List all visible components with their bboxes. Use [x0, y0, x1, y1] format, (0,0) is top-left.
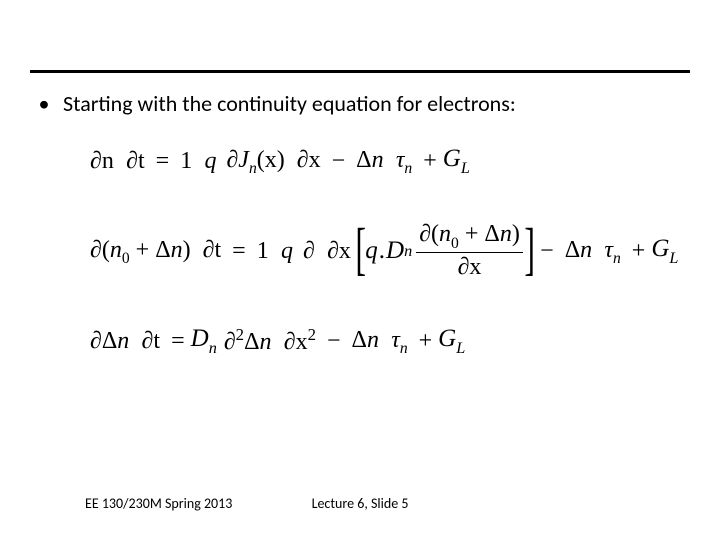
slide: • Starting with the continuity equation … — [0, 0, 720, 540]
eq2-ddx: ∂ ∂x — [300, 237, 354, 265]
eq2-dot: . — [378, 237, 386, 265]
equals-sign: = — [226, 238, 252, 265]
eq2-lhs-n2: n — [171, 237, 183, 263]
eq3-D: D — [191, 325, 209, 352]
minus-sign: − — [534, 238, 560, 265]
eq2-inside-frac: ∂(n0 + Δn) ∂x — [416, 221, 523, 280]
eq3-D-sub: n — [209, 339, 217, 357]
eq3-gl: GL — [438, 325, 465, 357]
footer-center: Lecture 6, Slide 5 — [0, 495, 720, 512]
bullet-line: • Starting with the continuity equation … — [30, 90, 516, 117]
eq3-g: G — [438, 325, 456, 352]
eq2-t3-num-delta: Δ — [565, 237, 580, 263]
eq2-D: D — [386, 237, 404, 265]
eq1-gl: GL — [443, 145, 470, 177]
eq3-t1-partial: ∂ — [224, 329, 236, 355]
eq3-t1-n: n — [260, 329, 272, 355]
eq2-in-close: ) — [512, 221, 520, 247]
eq2-lhs-0: 0 — [122, 250, 130, 267]
eq2-lhs-den: ∂t — [203, 237, 222, 263]
eq2-lhs-n: n — [110, 237, 122, 263]
equation-3: ∂Δn ∂t = Dn ∂2Δn ∂x2 − Δn τn + GL — [85, 310, 665, 372]
eq3-lhs-b: n — [117, 328, 129, 354]
eq3-delta-n-tau: Δn τn — [349, 326, 411, 357]
eq1-lhs-num: ∂n — [90, 148, 114, 174]
eq2-in-den: ∂x — [458, 254, 482, 280]
eq2-in-0: 0 — [451, 235, 459, 252]
eq2-gl: GL — [651, 235, 678, 267]
eq2-inside: q.Dn ∂(n0 + Δn) ∂x — [365, 221, 525, 280]
eq1-t2-den: ∂x — [297, 147, 321, 173]
right-bracket: ] — [524, 226, 535, 272]
minus-sign: − — [326, 148, 352, 175]
title-divider — [30, 70, 690, 73]
eq3-t3-den-sub: n — [400, 340, 408, 357]
eq2-g-sub: L — [669, 249, 678, 267]
eq2-q: q — [365, 237, 378, 265]
eq1-t3-num-delta: Δ — [356, 147, 371, 173]
eq1-g: G — [443, 145, 461, 172]
eq2-t2a-num: ∂ — [303, 238, 315, 264]
eq2-in-n2: n — [500, 221, 512, 247]
equals-sign: = — [150, 148, 176, 175]
eq2-delta-n-tau: Δn τn — [562, 236, 624, 267]
eq2-oneoverq: 1 q — [254, 237, 296, 265]
eq2-D-sub: n — [404, 242, 412, 261]
equation-1: ∂n ∂t = 1 q ∂Jn(x) ∂x − Δn τn — [85, 130, 665, 192]
eq3-t3-num-delta: Δ — [352, 327, 367, 353]
left-bracket: [ — [355, 226, 366, 272]
eq2-t2a-den: ∂x — [327, 238, 351, 264]
eq2-t1-num: 1 — [254, 238, 272, 264]
eq2-g: G — [651, 235, 669, 262]
eq1-t3-num-n: n — [372, 147, 384, 173]
plus-sign: + — [413, 328, 439, 355]
eq3-second-deriv: ∂2Δn ∂x2 — [221, 326, 319, 356]
eq3-t1-sup: 2 — [236, 325, 244, 344]
eq3-dn: Dn — [191, 325, 217, 357]
eq1-t2-num-partial: ∂ — [226, 147, 238, 173]
eq1-oneoverq: 1 q — [177, 147, 219, 175]
eq2-lhs-close: ) — [183, 237, 191, 263]
eq3-g-sub: L — [456, 339, 465, 357]
eq2-in-plus: + Δ — [459, 221, 500, 247]
eq1-t2-num-sub: n — [249, 160, 257, 177]
eq1-djdx: ∂Jn(x) ∂x — [223, 146, 323, 177]
minus-sign: − — [321, 328, 347, 355]
eq1-t2-num-paren: (x) — [257, 147, 285, 173]
plus-sign: + — [626, 238, 652, 265]
eq3-lhs-den: ∂t — [142, 328, 161, 354]
eq1-lhs: ∂n ∂t — [87, 147, 148, 175]
eq2-in-n: n — [439, 221, 451, 247]
eq3-t3-num-n: n — [367, 327, 379, 353]
eq1-t2-num-j: J — [238, 147, 249, 173]
eq1-delta-n-tau: Δn τn — [353, 146, 415, 177]
plus-sign: + — [417, 148, 443, 175]
eq2-t3-num-n: n — [580, 237, 592, 263]
eq3-t1-den-sup: 2 — [308, 325, 316, 344]
bullet-text: Starting with the continuity equation fo… — [63, 90, 516, 117]
eq1-lhs-den: ∂t — [126, 148, 145, 174]
eq2-lhs-open: ∂( — [90, 237, 110, 263]
equations-area: ∂n ∂t = 1 q ∂Jn(x) ∂x − Δn τn — [85, 130, 665, 400]
eq2-lhs-plus: + Δ — [130, 237, 171, 263]
eq1-t1-den: q — [201, 148, 219, 174]
equals-sign: = — [165, 328, 191, 355]
eq2-t3-den-tau: τ — [604, 237, 613, 263]
eq2-in-open: ∂( — [419, 221, 439, 247]
eq2-t3-den-sub: n — [613, 250, 621, 267]
eq2-lhs: ∂(n0 + Δn) ∂t — [87, 236, 224, 267]
equation-2: ∂(n0 + Δn) ∂t = 1 q ∂ ∂x [ q.Dn — [85, 220, 665, 282]
eq3-t1-delta: Δ — [244, 329, 259, 355]
eq1-g-sub: L — [461, 159, 470, 177]
eq1-t3-den-sub: n — [404, 160, 412, 177]
eq1-t1-num: 1 — [177, 148, 195, 174]
eq3-lhs-a: ∂Δ — [90, 328, 117, 354]
eq2-t1-den: q — [278, 238, 296, 264]
eq3-lhs: ∂Δn ∂t — [87, 327, 163, 355]
bullet-marker: • — [30, 90, 58, 117]
eq3-t1-den: ∂x — [284, 329, 308, 355]
eq3-t3-den-tau: τ — [391, 327, 400, 353]
